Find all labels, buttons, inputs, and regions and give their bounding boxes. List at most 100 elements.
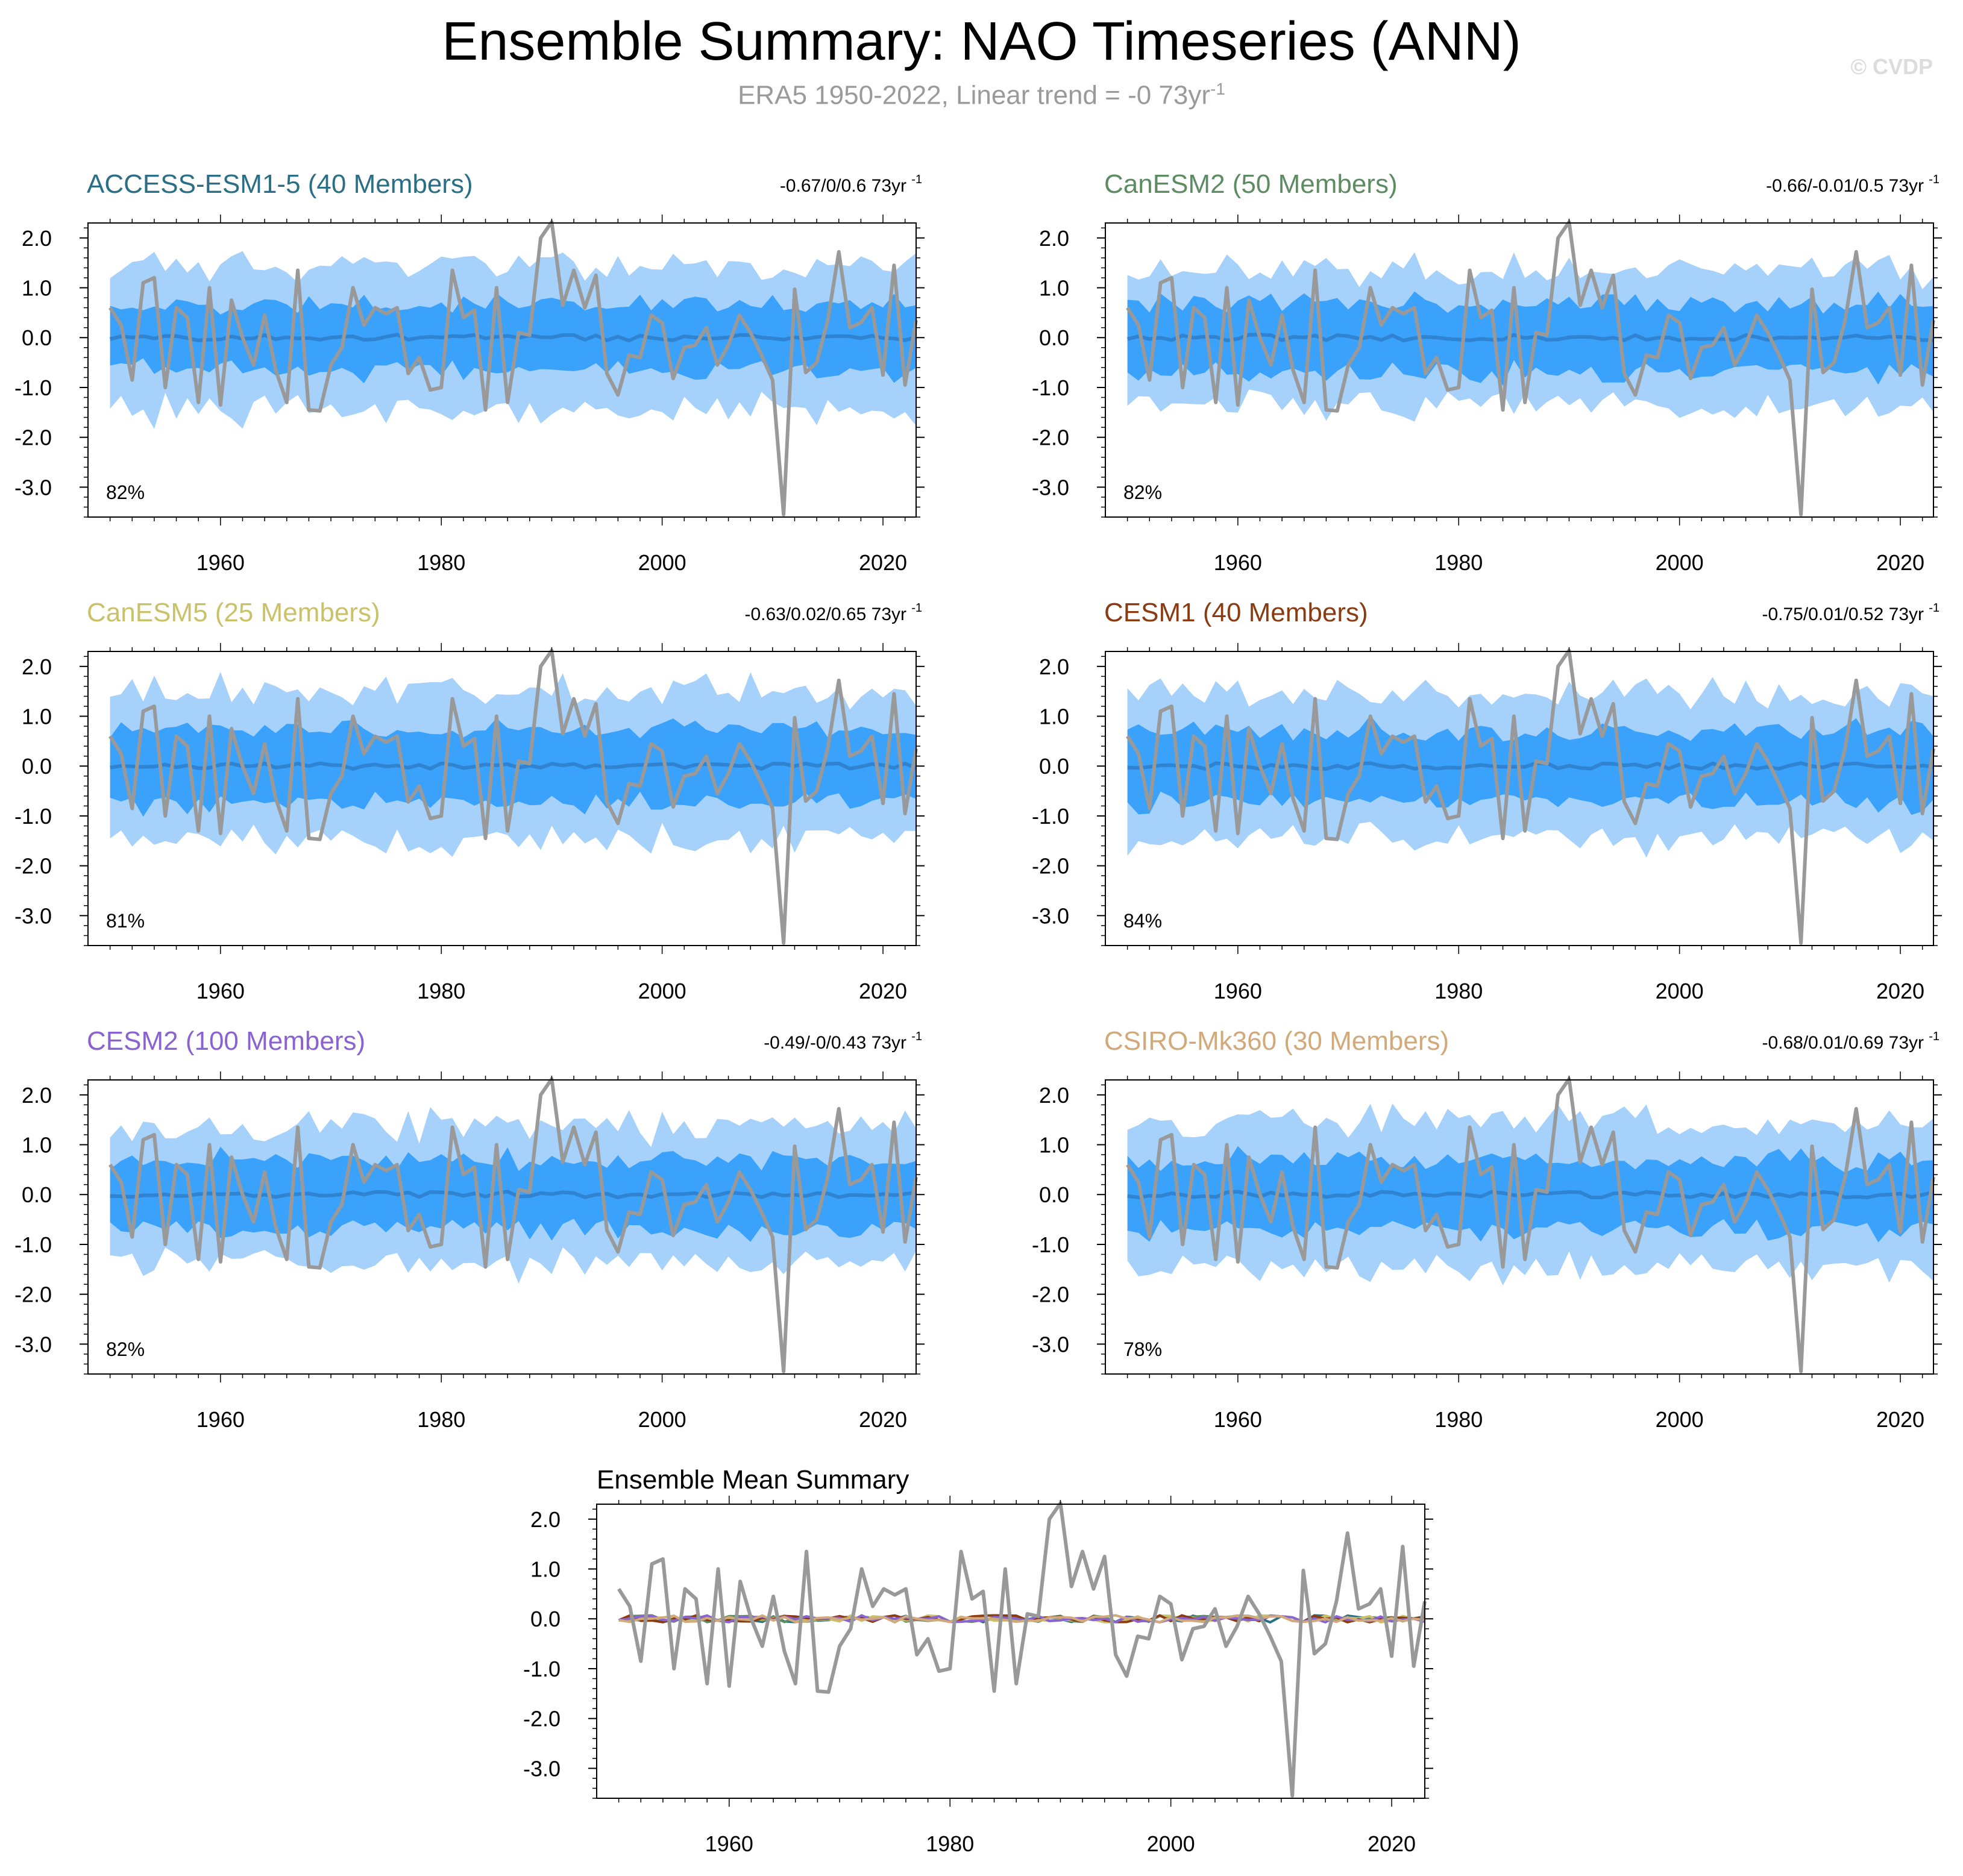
trend-label: -0.68/0.01/0.69 73yr (1762, 1033, 1924, 1053)
chart-panel-2: CanESM2 (50 Members) -0.66/-0.01/0.5 73yr… (1032, 169, 1942, 575)
y-tick-label: -1.0 (14, 1232, 52, 1257)
trend-label: -0.49/-0/0.43 73yr (764, 1033, 906, 1053)
chart-panel-4: CESM1 (40 Members) -0.75/0.01/0.52 73yr -1… (1032, 598, 1942, 1003)
figure-title: Ensemble Summary: NAO Timeseries (ANN) (442, 11, 1521, 72)
y-tick-label: -2.0 (1032, 425, 1069, 450)
percent-label: 82% (106, 1338, 145, 1360)
y-tick-label: -2.0 (14, 1282, 52, 1307)
x-tick-label: 1980 (417, 979, 465, 1003)
observation-line (1126, 648, 1935, 945)
figure-subtitle: ERA5 1950-2022, Linear trend = -0 73yr-1 (0, 80, 1963, 111)
trend-label: -0.67/0/0.6 73yr (780, 176, 906, 196)
y-tick-label: 1.0 (22, 1133, 52, 1158)
y-tick-label: -2.0 (523, 1707, 561, 1731)
y-tick-label: -3.0 (1032, 1332, 1069, 1357)
y-tick-label: 0.0 (22, 325, 52, 350)
percent-label: 82% (1123, 482, 1162, 503)
y-tick-label: 2.0 (22, 654, 52, 679)
y-tick-label: 2.0 (1039, 1083, 1069, 1108)
trend-superscript: -1 (1929, 1030, 1939, 1043)
percent-label: 78% (1123, 1338, 1162, 1360)
y-tick-label: -2.0 (14, 854, 52, 879)
y-tick-label: -1.0 (1032, 375, 1069, 400)
x-tick-label: 1960 (1214, 979, 1262, 1003)
plot-frame (1105, 1079, 1934, 1375)
chart-panel-7: Ensemble Mean Summary 2.0 1.0 0.0 -1.0 -2.0 -3… (523, 1465, 1433, 1856)
x-tick-label: 2020 (1876, 550, 1924, 575)
observation-line (108, 648, 918, 945)
model-mean-line (618, 1614, 1425, 1624)
y-tick-label: 1.0 (1039, 276, 1069, 301)
x-tick-label: 2000 (1147, 1831, 1195, 1856)
panel-title: CESM2 (100 Members) (87, 1026, 365, 1056)
chart-panel-6: CSIRO-Mk360 (30 Members) -0.68/0.01/0.69 … (1032, 1026, 1942, 1432)
y-tick-label: 2.0 (1039, 654, 1069, 679)
ensemble-mean-line (110, 1190, 917, 1200)
plot-frame (1105, 651, 1934, 946)
y-tick-label: 2.0 (22, 226, 52, 251)
trend-superscript: -1 (911, 601, 922, 615)
y-tick-label: 0.0 (1039, 325, 1069, 350)
y-tick-label: 1.0 (530, 1557, 561, 1582)
x-tick-label: 2000 (1656, 550, 1704, 575)
y-tick-label: 0.0 (22, 754, 52, 779)
x-tick-label: 1960 (1214, 550, 1262, 575)
chart-panel-3: CanESM5 (25 Members) -0.63/0.02/0.65 73yr… (14, 598, 925, 1003)
panel-title: Ensemble Mean Summary (597, 1465, 909, 1495)
x-tick-label: 2000 (638, 1407, 686, 1432)
y-tick-label: -1.0 (1032, 1232, 1069, 1257)
trend-superscript: -1 (1929, 173, 1939, 186)
x-tick-label: 1980 (417, 550, 465, 575)
x-tick-label: 2020 (1876, 979, 1924, 1003)
y-tick-label: -1.0 (523, 1657, 561, 1681)
y-tick-label: -1.0 (1032, 804, 1069, 829)
ensemble-mean-line (1126, 333, 1934, 343)
panel-title: CSIRO-Mk360 (30 Members) (1104, 1026, 1449, 1056)
trend-label: -0.66/-0.01/0.5 73yr (1766, 176, 1924, 196)
y-tick-label: 1.0 (1039, 704, 1069, 729)
x-tick-label: 2020 (859, 550, 907, 575)
y-tick-label: 0.0 (1039, 1182, 1069, 1207)
y-tick-label: 2.0 (22, 1083, 52, 1108)
panel-title: CanESM5 (25 Members) (87, 598, 380, 627)
plot-frame (1105, 222, 1934, 518)
x-tick-label: 2020 (1368, 1831, 1416, 1856)
y-tick-label: 2.0 (1039, 226, 1069, 251)
percent-label: 84% (1123, 910, 1162, 932)
y-tick-label: 1.0 (22, 704, 52, 729)
y-tick-label: -2.0 (14, 425, 52, 450)
y-tick-label: 1.0 (22, 276, 52, 301)
observation-line (108, 1077, 918, 1373)
observation-line (108, 220, 918, 516)
x-tick-label: 2020 (859, 979, 907, 1003)
y-tick-label: -2.0 (1032, 854, 1069, 879)
y-tick-label: 0.0 (530, 1607, 561, 1631)
x-tick-label: 1980 (926, 1831, 974, 1856)
observation-line (1126, 1077, 1935, 1373)
percent-label: 81% (106, 910, 145, 932)
x-tick-label: 1960 (196, 1407, 245, 1432)
y-tick-label: -3.0 (523, 1756, 561, 1781)
panel-title: ACCESS-ESM1-5 (40 Members) (87, 169, 473, 199)
plot-frame (87, 222, 917, 518)
subtitle-superscript: -1 (1210, 80, 1225, 98)
plot-frame (87, 1079, 917, 1375)
y-tick-label: -3.0 (1032, 475, 1069, 500)
chart-panel-1: ACCESS-ESM1-5 (40 Members) -0.67/0/0.6 73… (14, 169, 925, 575)
credit-watermark: © CVDP (1850, 54, 1933, 79)
subtitle-text: ERA5 1950-2022, Linear trend = -0 73yr (738, 80, 1211, 110)
panel-title: CanESM2 (50 Members) (1104, 169, 1398, 199)
x-tick-label: 1960 (1214, 1407, 1262, 1432)
x-tick-label: 1960 (705, 1831, 753, 1856)
y-tick-label: -3.0 (14, 1332, 52, 1357)
y-tick-label: 0.0 (22, 1182, 52, 1207)
x-tick-label: 1980 (1434, 550, 1483, 575)
y-tick-label: -3.0 (1032, 903, 1069, 928)
trend-label: -0.75/0.01/0.52 73yr (1762, 604, 1924, 624)
trend-superscript: -1 (911, 173, 922, 186)
y-tick-label: -3.0 (14, 475, 52, 500)
observation-line (1126, 220, 1935, 516)
trend-superscript: -1 (911, 1030, 922, 1043)
x-tick-label: 2020 (859, 1407, 907, 1432)
chart-panel-5: CESM2 (100 Members) -0.49/-0/0.43 73yr -1 2… (14, 1026, 925, 1432)
